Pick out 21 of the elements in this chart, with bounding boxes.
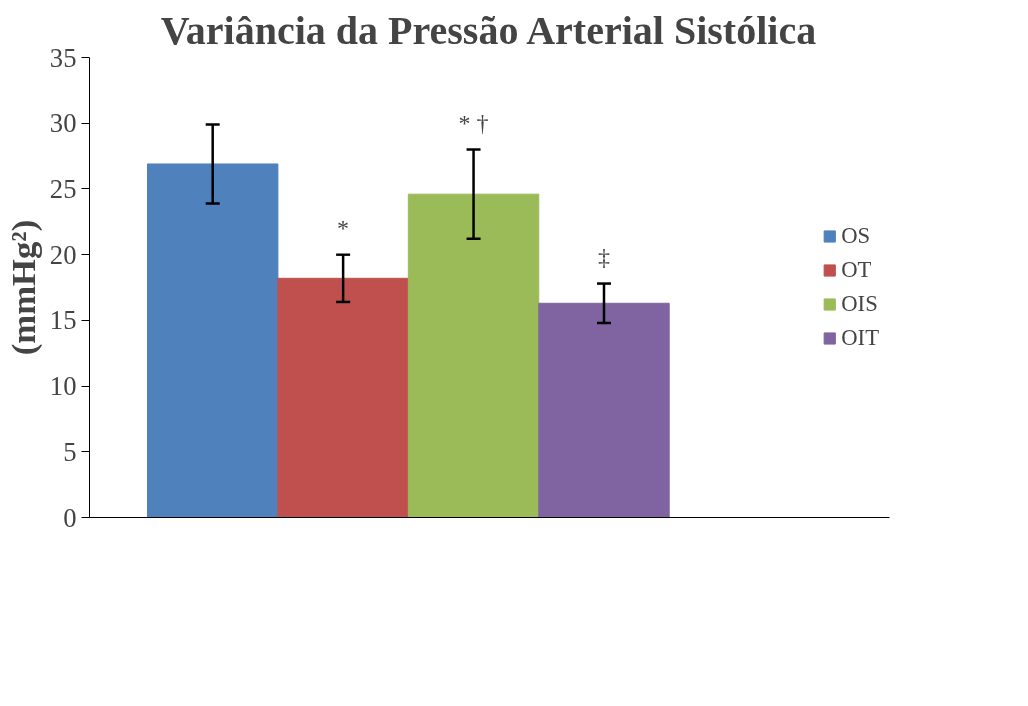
y-tick-label: 25 <box>49 173 77 204</box>
legend-label: OIT <box>841 325 879 351</box>
chart-title: Variância da Pressão Arterial Sistólica <box>160 7 817 53</box>
bar <box>146 163 279 518</box>
y-tick-label: 10 <box>49 371 77 402</box>
y-tick-label: 5 <box>63 436 77 467</box>
y-tick-label: 0 <box>63 502 77 533</box>
legend-label: OIS <box>841 291 878 317</box>
legend-label: OT <box>841 257 872 283</box>
y-tick-label: 35 <box>49 42 77 73</box>
annotation: * <box>337 214 350 241</box>
annotation: ‡ <box>597 243 610 270</box>
legend-label: OS <box>841 223 871 249</box>
y-tick-label: 30 <box>49 108 77 139</box>
bar <box>538 302 670 518</box>
y-axis-title: (mmHg²) <box>3 219 43 356</box>
y-tick-label: 15 <box>49 305 77 336</box>
bar <box>407 193 540 518</box>
bar <box>277 277 409 518</box>
annotation: * † <box>458 109 489 136</box>
y-tick-label: 20 <box>49 239 77 270</box>
